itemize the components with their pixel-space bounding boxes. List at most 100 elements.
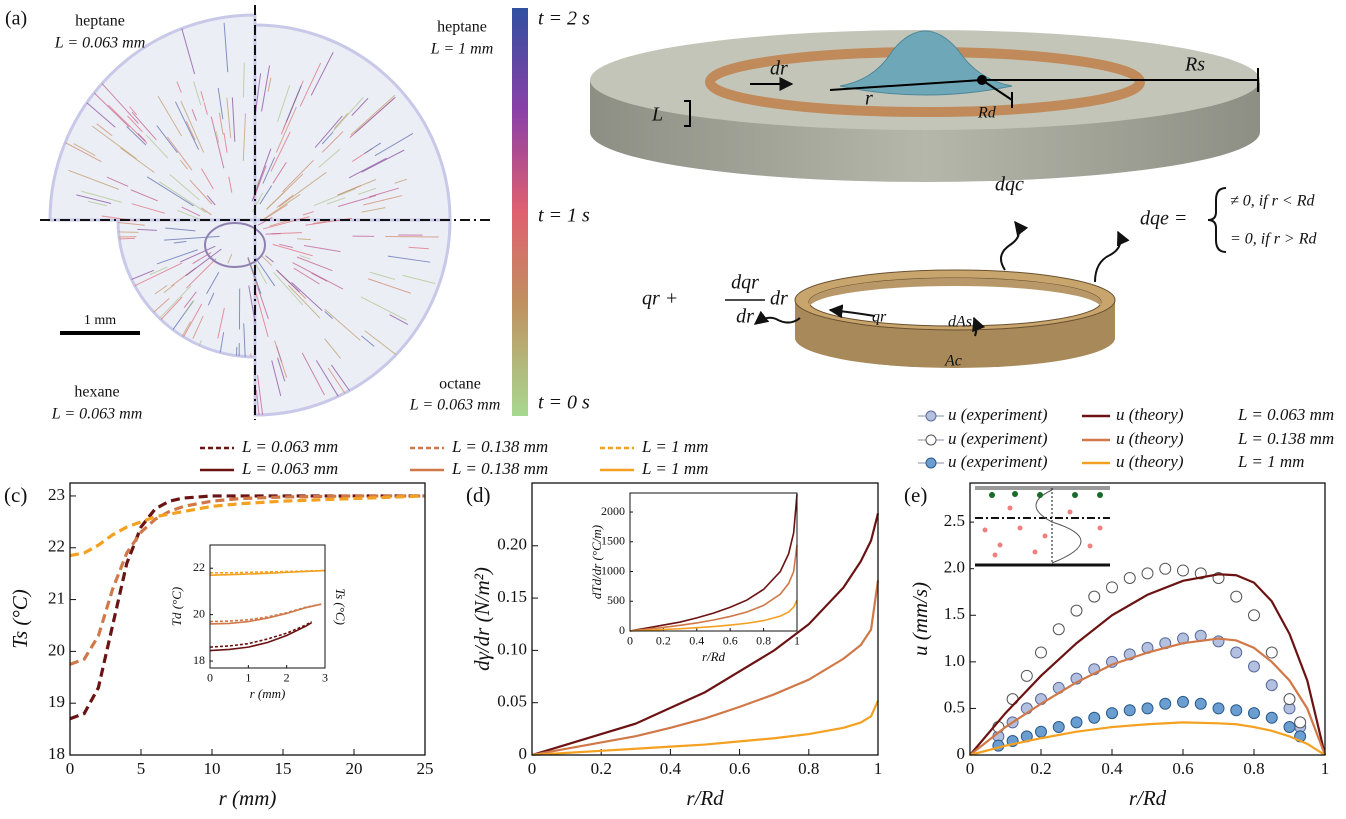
track: [210, 116, 225, 169]
data-point: [1230, 590, 1243, 603]
velocity-profile: [1035, 489, 1082, 564]
track: [265, 255, 274, 263]
data-point: [1194, 697, 1207, 710]
data-point: [1159, 562, 1172, 575]
series-line: [629, 494, 798, 632]
track: [360, 296, 407, 321]
x-tick-label: 0.6: [723, 634, 738, 648]
track: [394, 178, 408, 184]
track: [235, 387, 238, 415]
x-tick-label: 0: [207, 671, 213, 685]
track: [141, 334, 174, 382]
quadrant-fluid: octane: [439, 376, 481, 393]
x-tick-label: 10: [204, 759, 221, 778]
track: [302, 211, 314, 216]
track: [337, 195, 377, 208]
x-tick-label: 0.8: [1243, 759, 1264, 778]
track: [297, 238, 311, 241]
data-point: [1141, 702, 1154, 715]
track: [259, 185, 273, 205]
y-tick-label: 23: [48, 485, 65, 504]
x-tick-label: 0.6: [729, 759, 750, 778]
plot: 0 0.2 0.4 0.6 0.8 1 0 0.5 1.0 1.5 2.0 2.5 r/Rd u (mm/…: [904, 482, 1329, 810]
y-axis-label: u (mm/s): [908, 582, 932, 656]
label: dr: [770, 58, 788, 80]
track: [129, 106, 138, 116]
flux-arrow: [828, 304, 876, 319]
drop-center: [204, 222, 266, 268]
x-tick-label: 5: [137, 759, 146, 778]
axes-frame: [969, 482, 1326, 756]
track: [186, 258, 217, 289]
data-point: [1070, 604, 1083, 617]
track: [255, 390, 261, 415]
track: [324, 338, 342, 359]
quadrant-fluid: heptane: [75, 13, 125, 30]
y-tick-label: 0.15: [497, 587, 527, 606]
y-tick-label: 19: [48, 692, 65, 711]
track: [279, 243, 294, 249]
data-point: [1230, 646, 1243, 659]
legend-label: u (experiment): [948, 429, 1048, 448]
track: [164, 235, 220, 241]
inset: 0 1 2 3 18 20 22 r (mm) Td (°C) Ts (°C): [169, 544, 348, 701]
track: [332, 96, 364, 133]
series-line: [531, 513, 880, 757]
y-tick-label: 18: [193, 653, 205, 667]
track: [154, 285, 192, 324]
track: [408, 246, 429, 250]
track: [261, 255, 272, 266]
track: [270, 131, 291, 172]
label: = 0, if r > Rd: [1230, 231, 1317, 248]
track: [201, 168, 214, 190]
track: [269, 220, 288, 227]
track: [174, 101, 200, 150]
legend-label: u (theory): [1116, 429, 1184, 448]
legend-label: L = 1 mm: [641, 437, 708, 456]
legend-label: u (experiment): [948, 405, 1048, 424]
track: [282, 159, 314, 193]
track: [76, 194, 112, 204]
track: [296, 256, 333, 272]
x-tick-label: 3: [322, 671, 328, 685]
track: [318, 148, 340, 168]
label: dqe =: [1140, 208, 1187, 230]
legend-label: u (theory): [1116, 452, 1184, 471]
label: dr: [736, 306, 754, 328]
track: [153, 351, 177, 394]
track: [248, 285, 256, 324]
x-tick-label: 1: [874, 759, 883, 778]
legend-label: L = 0.063 mm: [1237, 405, 1334, 424]
x-axis-label: r/Rd: [1129, 786, 1167, 810]
track: [106, 176, 129, 187]
track: [177, 209, 202, 221]
label: qr: [872, 309, 887, 326]
track: [254, 288, 269, 337]
track: [274, 340, 288, 378]
track: [321, 131, 334, 145]
data-point: [1020, 669, 1033, 682]
legend-label: L = 0.138 mm: [1237, 429, 1334, 448]
surface-particles: [989, 491, 1103, 498]
y-tick-label: 0: [619, 623, 625, 637]
x-tick-label: 15: [275, 759, 292, 778]
data-point: [1283, 721, 1296, 734]
y2-axis-label: Ts (°C): [333, 588, 348, 625]
track: [315, 360, 340, 398]
data-point: [1212, 702, 1225, 715]
track: [261, 65, 271, 112]
data-point: [1265, 711, 1278, 724]
track: [350, 94, 396, 136]
label: L: [651, 104, 663, 126]
x-tick-label: 25: [417, 759, 434, 778]
track: [91, 125, 137, 160]
legend-marker: [925, 457, 937, 469]
label: Rd: [977, 105, 997, 122]
track: [285, 85, 302, 122]
track: [292, 262, 344, 290]
track: [206, 272, 220, 295]
radius-line: [981, 79, 1013, 101]
y-tick-label: 0.5: [944, 697, 965, 716]
